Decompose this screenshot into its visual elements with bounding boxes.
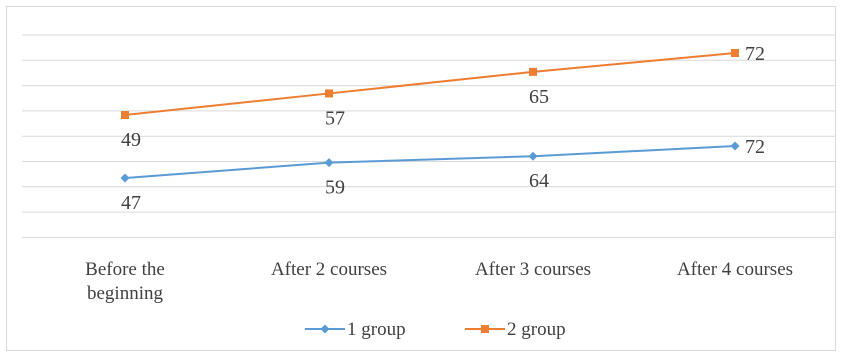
legend-marker bbox=[481, 325, 489, 333]
data-label: 47 bbox=[121, 192, 141, 214]
data-point bbox=[324, 158, 334, 168]
data-label: 59 bbox=[325, 177, 345, 199]
series-line-2 bbox=[124, 52, 736, 116]
x-tick-label: Before the bbox=[85, 259, 165, 280]
x-tick-label: After 2 courses bbox=[271, 259, 387, 280]
data-point bbox=[528, 151, 538, 161]
data-point bbox=[731, 49, 739, 57]
data-point bbox=[730, 141, 740, 151]
chart-frame bbox=[6, 6, 836, 351]
x-tick-label: beginning bbox=[87, 283, 163, 304]
legend-label: 1 group bbox=[347, 319, 406, 340]
data-label: 49 bbox=[121, 129, 141, 151]
data-label: 72 bbox=[745, 43, 765, 65]
data-label: 72 bbox=[745, 136, 765, 158]
legend-label: 2 group bbox=[507, 319, 566, 340]
data-point bbox=[325, 89, 333, 98]
data-label: 57 bbox=[325, 107, 345, 129]
data-point bbox=[529, 67, 537, 76]
data-label: 65 bbox=[529, 86, 549, 108]
x-tick-label: After 3 courses bbox=[475, 259, 591, 280]
series-line-1 bbox=[124, 145, 736, 179]
x-tick-label: After 4 courses bbox=[677, 259, 793, 280]
data-point bbox=[121, 111, 129, 119]
data-label: 64 bbox=[529, 170, 549, 192]
legend-marker bbox=[320, 324, 330, 334]
data-point bbox=[120, 173, 130, 183]
